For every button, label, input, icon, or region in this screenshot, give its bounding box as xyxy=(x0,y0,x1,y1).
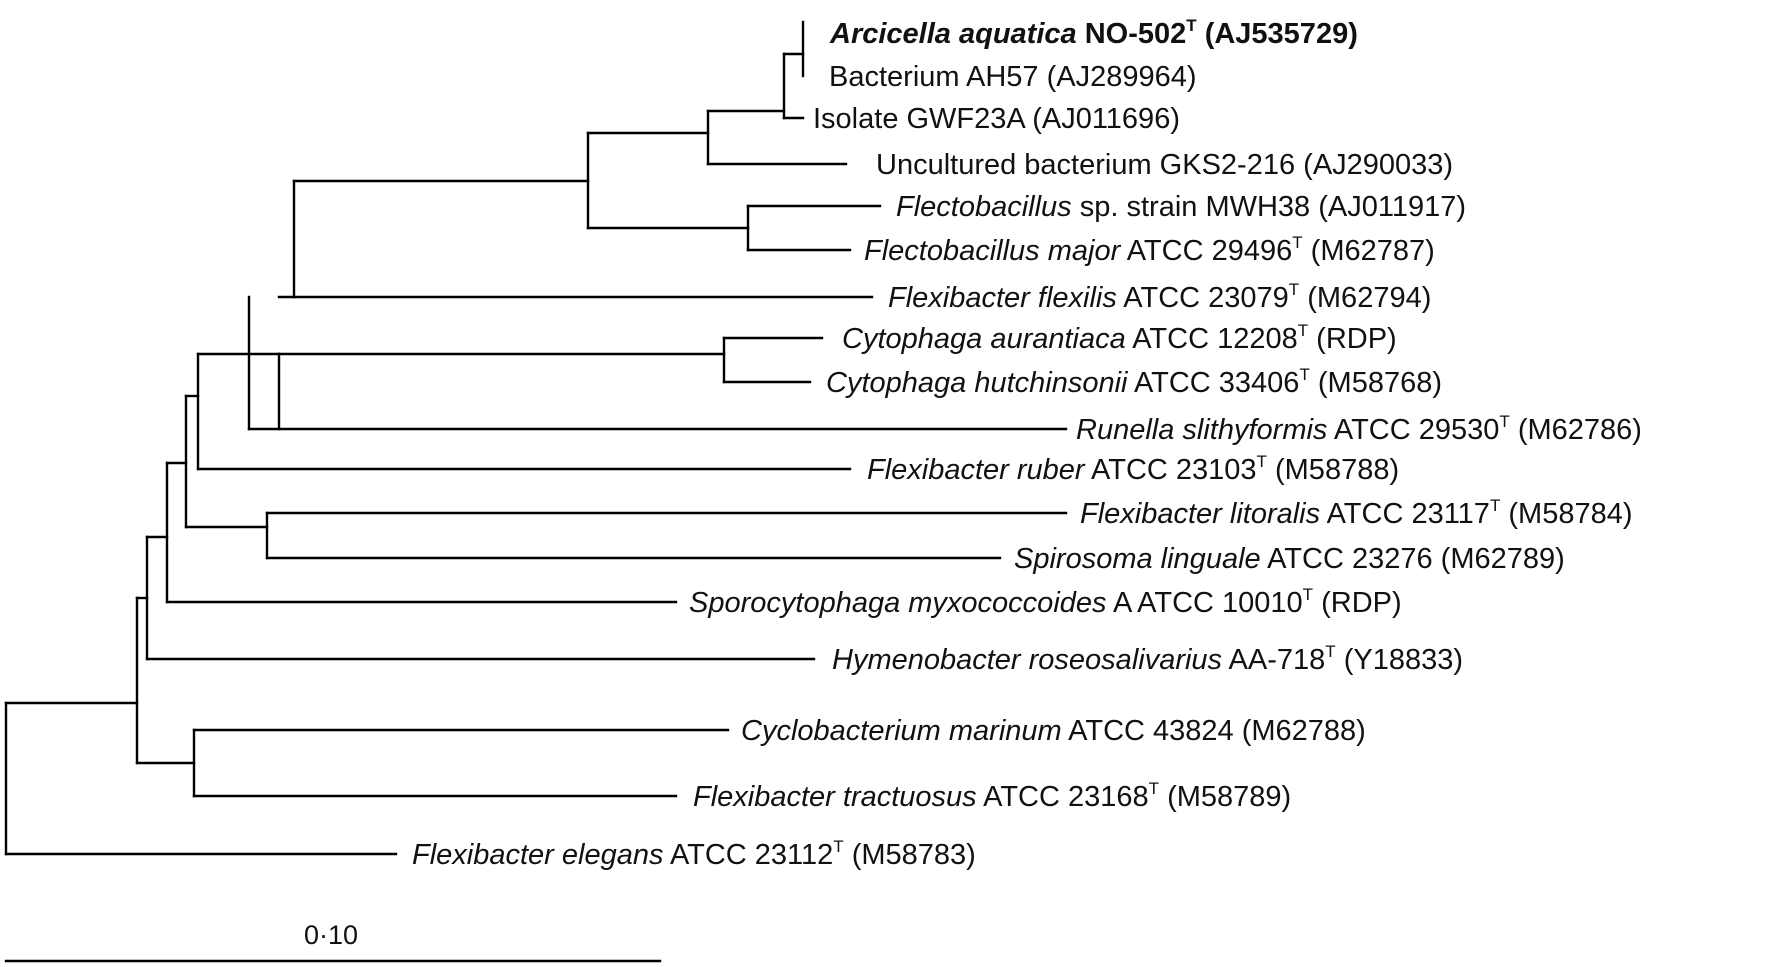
scale-bar-label: 0·10 xyxy=(304,920,358,950)
taxon-label-ah57: Bacterium AH57 (AJ289964) xyxy=(829,61,1197,93)
taxon-label-flitoralis: Flexibacter litoralis ATCC 23117T (M5878… xyxy=(1080,496,1633,530)
taxon-label-mwh38: Flectobacillus sp. strain MWH38 (AJ01191… xyxy=(896,191,1466,223)
taxon-label-caurantiaca: Cytophaga aurantiaca ATCC 12208T (RDP) xyxy=(842,321,1397,355)
taxon-label-runella: Runella slithyformis ATCC 29530T (M62786… xyxy=(1076,412,1642,446)
taxon-label-fmajor: Flectobacillus major ATCC 29496T (M62787… xyxy=(864,233,1435,267)
taxon-label-fflexilis: Flexibacter flexilis ATCC 23079T (M62794… xyxy=(888,280,1431,314)
taxon-label-cyclo: Cyclobacterium marinum ATCC 43824 (M6278… xyxy=(741,715,1366,747)
tree-branches xyxy=(4,20,1068,856)
taxon-labels: Arcicella aquatica NO-502T (AJ535729) Bac… xyxy=(412,16,1642,871)
taxon-label-felegans: Flexibacter elegans ATCC 23112T (M58783) xyxy=(412,837,976,871)
taxon-label-chutch: Cytophaga hutchinsonii ATCC 33406T (M587… xyxy=(826,365,1442,399)
taxon-label-arcicella: Arcicella aquatica NO-502T (AJ535729) xyxy=(829,16,1358,50)
taxon-label-spirosoma: Spirosoma linguale ATCC 23276 (M62789) xyxy=(1014,543,1565,575)
taxon-label-ftract: Flexibacter tractuosus ATCC 23168T (M587… xyxy=(693,779,1291,813)
taxon-label-fruber: Flexibacter ruber ATCC 23103T (M58788) xyxy=(867,452,1399,486)
scale-bar: 0·10 xyxy=(4,920,662,963)
taxon-label-sporocyt: Sporocytophaga myxococcoides A ATCC 1001… xyxy=(689,585,1402,619)
taxon-label-gks2: Uncultured bacterium GKS2-216 (AJ290033) xyxy=(876,149,1453,181)
taxon-label-gwf23a: Isolate GWF23A (AJ011696) xyxy=(813,103,1180,135)
taxon-label-hymeno: Hymenobacter roseosalivarius AA-718T (Y1… xyxy=(832,642,1463,676)
